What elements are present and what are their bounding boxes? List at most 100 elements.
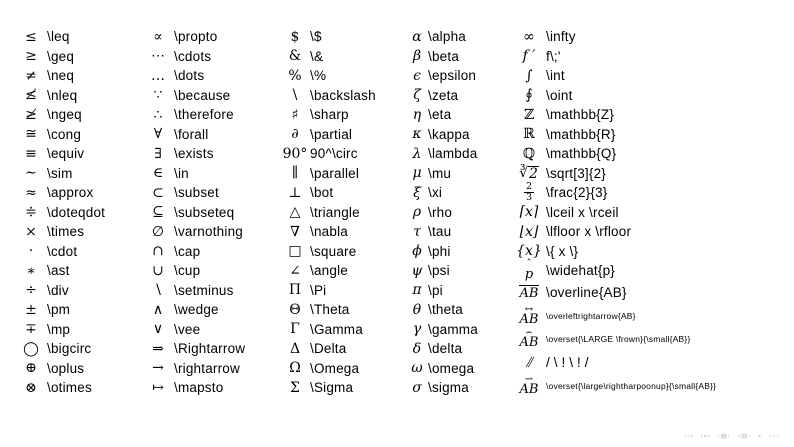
symbol-column-5: ∞ \infty f ′ f\;' ∫ \int ∮ \oint ℤ \mathbb{Z} ℝ \ma…: [512, 27, 716, 398]
latex-command: \lceil x \rceil: [546, 204, 619, 220]
symbol-row: τ \tau: [406, 222, 478, 242]
latex-command: \gamma: [428, 321, 478, 337]
latex-command: \alpha: [428, 29, 466, 44]
symbol-row: ∀ \forall: [142, 125, 245, 145]
math-symbol: ∛ 2: [519, 165, 539, 182]
latex-command: \varnothing: [174, 224, 243, 239]
latex-command: \forall: [174, 126, 209, 142]
math-symbol: ≥: [25, 48, 37, 65]
latex-command: \because: [174, 87, 231, 103]
symbol-column-1: ≤ \leq ≥ \geq ≠ \neq ≰ \nleq ≱ \ngeq ≅ \cong ≡ \equiv…: [15, 27, 105, 398]
math-symbol: ∩: [152, 243, 164, 260]
math-symbol: ∝: [153, 28, 163, 45]
symbol-row: κ \kappa: [406, 125, 478, 145]
symbol-row: · \cdot: [15, 242, 105, 262]
math-symbol: ℚ: [522, 145, 536, 162]
symbol-row: ⌊x⌋ \lfloor x \rfloor: [512, 222, 716, 242]
symbol-row: μ \mu: [406, 164, 478, 184]
math-symbol: ±: [25, 301, 37, 318]
nav-section-controls[interactable]: ‹▤›: [737, 432, 752, 440]
latex-command: \nabla: [310, 224, 348, 239]
latex-command: \eta: [428, 107, 452, 122]
math-symbol: ∈: [152, 165, 164, 182]
symbol-row: AB \overline{AB}: [512, 281, 716, 305]
nav-presentation-icon[interactable]: ▪: [758, 432, 762, 440]
latex-command: \triangle: [310, 204, 360, 220]
latex-command: \overleftrightarrow{AB}: [546, 310, 636, 321]
nav-subsection-controls[interactable]: ‹▤›: [717, 432, 731, 440]
math-symbol: f ′: [522, 48, 536, 65]
nav-slide-controls[interactable]: ‹▫›: [684, 432, 694, 440]
nav-frame-controls[interactable]: ‹▪›: [700, 432, 711, 440]
symbol-row: ℚ \mathbb{Q}: [512, 144, 716, 164]
math-symbol: ⌊x⌋: [519, 223, 539, 240]
math-symbol: ∵: [153, 87, 163, 104]
symbol-row: ∨ \vee: [142, 320, 245, 340]
math-symbol: \: [292, 87, 298, 104]
latex-command: \%: [310, 68, 327, 83]
symbol-column-4: α \alpha β \beta ϵ \epsilon ζ \zeta η \eta κ \kappa…: [406, 27, 478, 398]
math-symbol: α: [412, 28, 422, 45]
math-symbol: ≡: [25, 145, 37, 162]
math-symbol: Δ: [289, 340, 301, 357]
latex-command: \ngeq: [47, 107, 82, 122]
latex-command: \div: [47, 282, 69, 298]
math-symbol: ⇀ AB: [519, 374, 539, 398]
math-symbol: ≑: [25, 204, 37, 221]
latex-command: \in: [174, 165, 189, 181]
symbol-row: ∗ \ast: [15, 261, 105, 281]
math-symbol: ∇: [290, 223, 300, 240]
latex-command: \delta: [428, 341, 463, 356]
math-symbol: Ω: [289, 360, 301, 377]
symbol-row: \ \backslash: [280, 86, 376, 106]
math-symbol: ≠: [25, 67, 37, 84]
latex-command: \times: [47, 224, 85, 239]
symbol-row: Π \Pi: [280, 281, 376, 301]
latex-command: \angle: [310, 263, 348, 278]
math-symbol: ϕ: [412, 243, 422, 260]
latex-command: \overset{\LARGE \frown}{\small{AB}}: [546, 334, 691, 344]
math-symbol: Θ: [289, 301, 301, 318]
symbol-row: ≱ \ngeq: [15, 105, 105, 125]
latex-command: \square: [310, 243, 357, 259]
symbol-row: ± \pm: [15, 300, 105, 320]
symbol-row: ◯ \bigcirc: [15, 339, 105, 359]
symbol-row: ∥ \parallel: [280, 164, 376, 184]
latex-command: \cong: [47, 126, 82, 142]
math-symbol: ♯: [291, 106, 299, 123]
latex-command: \mu: [428, 165, 452, 181]
latex-command: \pm: [47, 302, 71, 317]
math-symbol: Γ: [290, 321, 300, 338]
latex-command: \frac{2}{3}: [546, 185, 608, 200]
math-symbol: ℤ: [523, 106, 535, 123]
math-symbol: →: [152, 360, 164, 377]
symbol-row: % \%: [280, 66, 376, 86]
latex-command: \cdots: [174, 48, 212, 64]
math-symbol: ∂: [291, 126, 299, 143]
math-symbol: ⊆: [152, 204, 164, 221]
math-symbol: △: [289, 204, 301, 221]
symbol-row: ♯ \sharp: [280, 105, 376, 125]
latex-command: \bigcirc: [47, 341, 92, 356]
math-symbol: β: [412, 48, 422, 65]
symbol-row: ∩ \cap: [142, 242, 245, 262]
symbol-row: ⊆ \subseteq: [142, 203, 245, 223]
math-symbol: ρ: [412, 204, 422, 221]
latex-command: \rightarrow: [174, 360, 240, 376]
symbol-row: ≰ \nleq: [15, 86, 105, 106]
math-symbol: 90°: [282, 145, 308, 162]
math-symbol: ⊂: [152, 184, 164, 201]
symbol-row: ≈ \approx: [15, 183, 105, 203]
latex-command: /\!\!/: [546, 355, 593, 370]
math-symbol: $: [290, 28, 300, 45]
latex-command: \otimes: [47, 380, 92, 395]
symbol-row: δ \delta: [406, 339, 478, 359]
latex-command: \Sigma: [310, 380, 354, 395]
latex-command: \approx: [47, 185, 94, 200]
math-symbol: ◯: [23, 340, 39, 357]
nav-back-find-forward[interactable]: ‹○›: [768, 432, 780, 440]
math-symbol: ∅: [151, 223, 165, 240]
latex-command: \tau: [428, 224, 452, 239]
